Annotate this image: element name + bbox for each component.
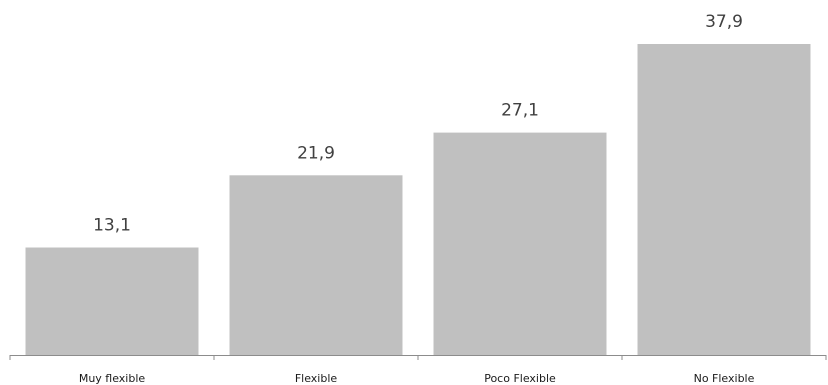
x-tick-label-0: Muy flexible: [79, 372, 146, 385]
value-label-2: 27,1: [501, 101, 539, 121]
x-tick-label-1: Flexible: [295, 372, 338, 385]
value-label-3: 37,9: [705, 12, 743, 32]
value-labels-group: 13,1 21,9 27,1 37,9: [93, 12, 743, 236]
x-tick-labels-group: Muy flexible Flexible Poco Flexible No Flex…: [79, 372, 755, 385]
bar-1: [229, 175, 403, 355]
bar-2: [433, 132, 607, 355]
x-tick-label-2: Poco Flexible: [484, 372, 556, 385]
x-tick-label-3: No Flexible: [694, 372, 755, 385]
bar-0: [25, 247, 199, 355]
bar-3: [637, 44, 811, 355]
value-label-0: 13,1: [93, 216, 131, 236]
value-label-1: 21,9: [297, 143, 335, 163]
bars-group: [25, 44, 811, 355]
x-axis: [9, 355, 827, 360]
